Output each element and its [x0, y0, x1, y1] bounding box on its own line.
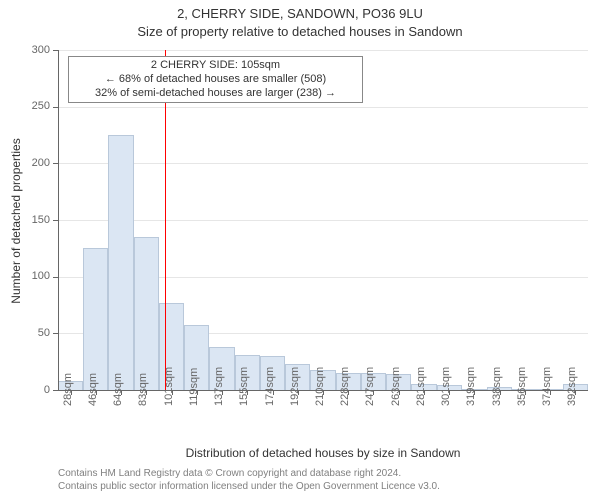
caption-line2: Contains public sector information licen… — [58, 481, 588, 494]
caption: Contains HM Land Registry data © Crown c… — [58, 468, 588, 493]
gridline — [58, 163, 588, 164]
annotation-line: 32% of semi-detached houses are larger (… — [73, 87, 358, 101]
gridline — [58, 50, 588, 51]
caption-line1: Contains HM Land Registry data © Crown c… — [58, 468, 588, 481]
gridline — [58, 107, 588, 108]
annotation-line: 2 CHERRY SIDE: 105sqm — [73, 59, 358, 73]
ytick-label: 250 — [20, 100, 50, 112]
histogram-bar — [134, 237, 159, 390]
annotation-box: 2 CHERRY SIDE: 105sqm← 68% of detached h… — [68, 56, 363, 103]
ytick-label: 0 — [20, 384, 50, 396]
ytick-label: 150 — [20, 214, 50, 226]
ytick-label: 200 — [20, 157, 50, 169]
y-axis-line — [58, 50, 59, 390]
histogram-bar — [83, 248, 108, 390]
annotation-line: ← 68% of detached houses are smaller (50… — [73, 73, 358, 87]
plot-area: 2 CHERRY SIDE: 105sqm← 68% of detached h… — [58, 50, 588, 390]
x-axis-label: Distribution of detached houses by size … — [58, 446, 588, 460]
chart-title-line2: Size of property relative to detached ho… — [0, 24, 600, 39]
ytick-label: 50 — [20, 327, 50, 339]
gridline — [58, 220, 588, 221]
ytick-label: 100 — [20, 270, 50, 282]
chart-title-line1: 2, CHERRY SIDE, SANDOWN, PO36 9LU — [0, 6, 600, 21]
histogram-bar — [108, 135, 133, 390]
ytick-label: 300 — [20, 44, 50, 56]
